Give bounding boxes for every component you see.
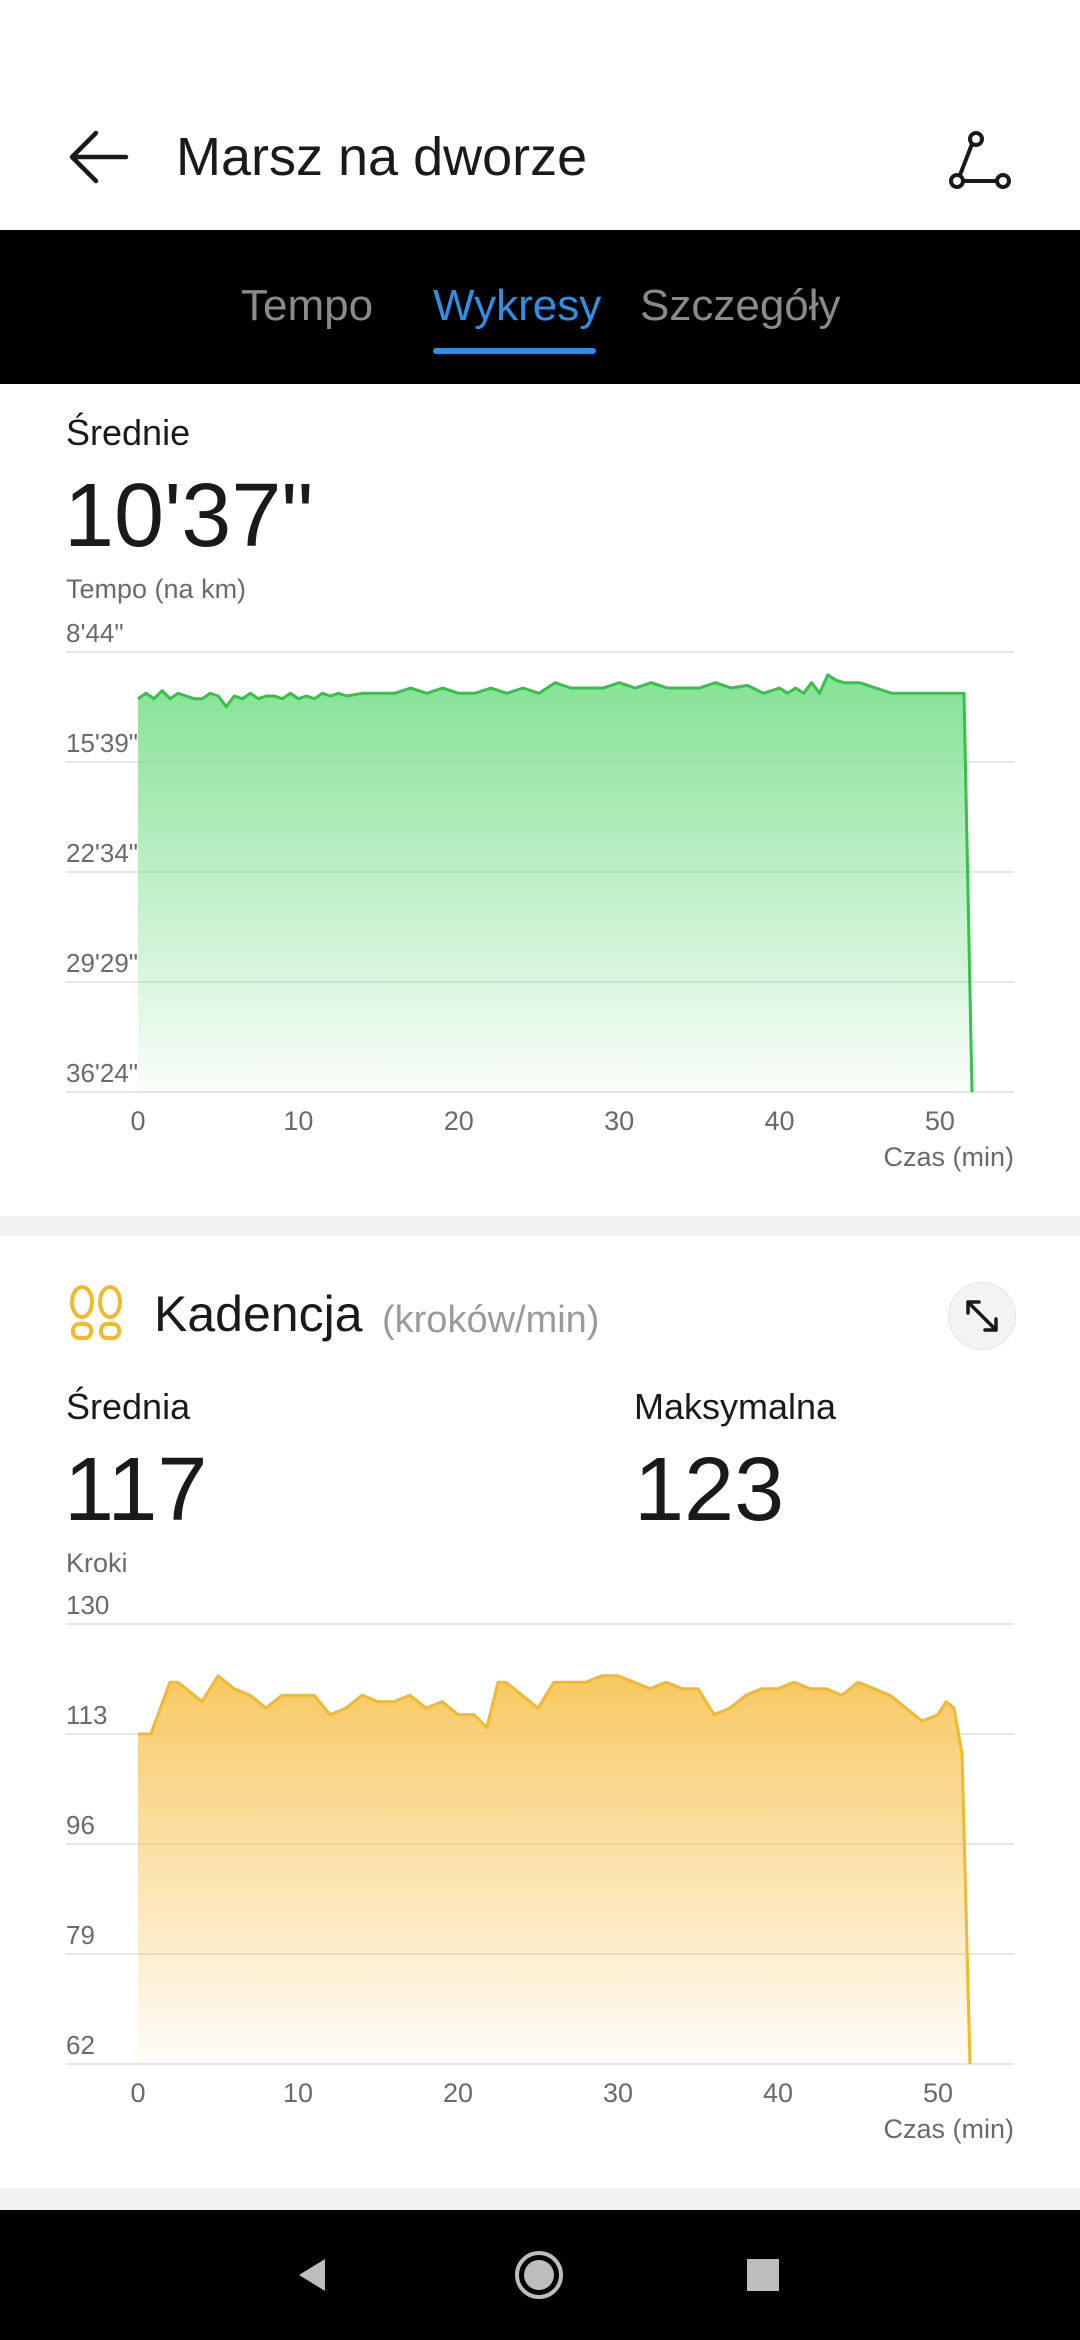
- cad-y-tick-label: 96: [66, 1810, 95, 1840]
- nav-recents-button[interactable]: [728, 2240, 798, 2310]
- section-divider: [0, 1216, 1080, 1236]
- pace-x-tick-label: 30: [604, 1106, 634, 1136]
- active-tab-indicator: [433, 348, 596, 354]
- pace-y-tick-label: 8'44": [66, 618, 124, 648]
- cadence-chart: 62 79 96 113 130 0 10 20 30 40 50 Czas (min): [66, 1590, 1014, 2144]
- cad-x-tick-label: 50: [923, 2078, 953, 2108]
- pace-x-tick-label: 10: [283, 1106, 313, 1136]
- pace-x-tick-label: 50: [925, 1106, 955, 1136]
- cadence-title: Kadencja: [154, 1286, 363, 1342]
- pace-y-tick-label: 36'24": [66, 1058, 138, 1088]
- cad-x-tick-label: 10: [283, 2078, 313, 2108]
- pace-x-tick-label: 20: [444, 1106, 474, 1136]
- nav-home-button[interactable]: [504, 2240, 574, 2310]
- route-button[interactable]: [940, 120, 1020, 200]
- cad-x-tick-label: 40: [763, 2078, 793, 2108]
- cad-line: [138, 1674, 972, 2065]
- app-bar: Marsz na dworze: [0, 80, 1080, 230]
- cad-y-tick-label: 130: [66, 1590, 109, 1620]
- pace-unit-label: Tempo (na km): [66, 574, 247, 604]
- cadence-axis-unit: Kroki: [66, 1548, 128, 1578]
- cad-x-axis-title: Czas (min): [883, 2114, 1014, 2144]
- page-title: Marsz na dworze: [176, 127, 588, 187]
- cad-y-tick-label: 79: [66, 1920, 95, 1950]
- cadence-chart-svg: 62 79 96 113 130 0 10 20 30 40 50 Czas (min): [66, 1590, 1014, 2144]
- section-divider-bottom: [0, 2188, 1080, 2210]
- cadence-max-value: 123: [634, 1440, 785, 1540]
- back-button[interactable]: [58, 122, 138, 192]
- cadence-average-value: 117: [64, 1440, 208, 1540]
- pace-x-tick-label: 40: [765, 1106, 795, 1136]
- tab-tempo[interactable]: Tempo: [241, 281, 374, 330]
- pace-y-tick-label: 22'34": [66, 838, 138, 868]
- tab-bar: Tempo Wykresy Szczegóły: [0, 230, 1080, 384]
- pace-y-tick-label: 15'39": [66, 728, 138, 758]
- cad-y-tick-label: 62: [66, 2030, 95, 2060]
- pace-x-tick-label: 0: [130, 1106, 145, 1136]
- pace-x-axis-title: Czas (min): [883, 1142, 1014, 1172]
- system-nav-bar: [0, 2210, 1080, 2340]
- pace-line: [137, 673, 974, 1093]
- cad-x-tick-label: 20: [443, 2078, 473, 2108]
- cadence-max-label: Maksymalna: [634, 1386, 837, 1427]
- cadence-average-label: Średnia: [66, 1386, 191, 1427]
- cad-y-tick-label: 113: [66, 1700, 107, 1730]
- cadence-unit: (kroków/min): [382, 1299, 600, 1341]
- pace-average-value: 10'37": [64, 466, 314, 566]
- tab-szczegoly[interactable]: Szczegóły: [640, 281, 841, 330]
- pace-y-tick-label: 29'29": [66, 948, 138, 978]
- nav-back-button[interactable]: [278, 2240, 348, 2310]
- route-icon: [949, 131, 1011, 189]
- triangle-back-icon: [299, 2259, 325, 2291]
- circle-home-icon: [515, 2251, 563, 2299]
- arrow-left-icon: [69, 130, 129, 184]
- footprints-icon: [68, 1284, 124, 1344]
- pace-chart: 8'44" 15'39" 22'34" 29'29" 36'24" 0 10 20 30 40 50…: [66, 618, 1014, 1172]
- pace-average-label: Średnie: [66, 412, 191, 453]
- pace-area: [138, 674, 972, 1092]
- cad-area: [138, 1675, 970, 2064]
- square-recents-icon: [747, 2259, 779, 2291]
- cad-x-tick-label: 30: [603, 2078, 633, 2108]
- pace-chart-svg: 8'44" 15'39" 22'34" 29'29" 36'24" 0 10 20 30 40 50…: [66, 618, 1014, 1172]
- status-bar: [0, 0, 1080, 80]
- tab-wykresy[interactable]: Wykresy: [433, 281, 602, 330]
- expand-icon: [966, 1300, 998, 1332]
- expand-button[interactable]: [948, 1282, 1016, 1350]
- cad-x-tick-label: 0: [130, 2078, 145, 2108]
